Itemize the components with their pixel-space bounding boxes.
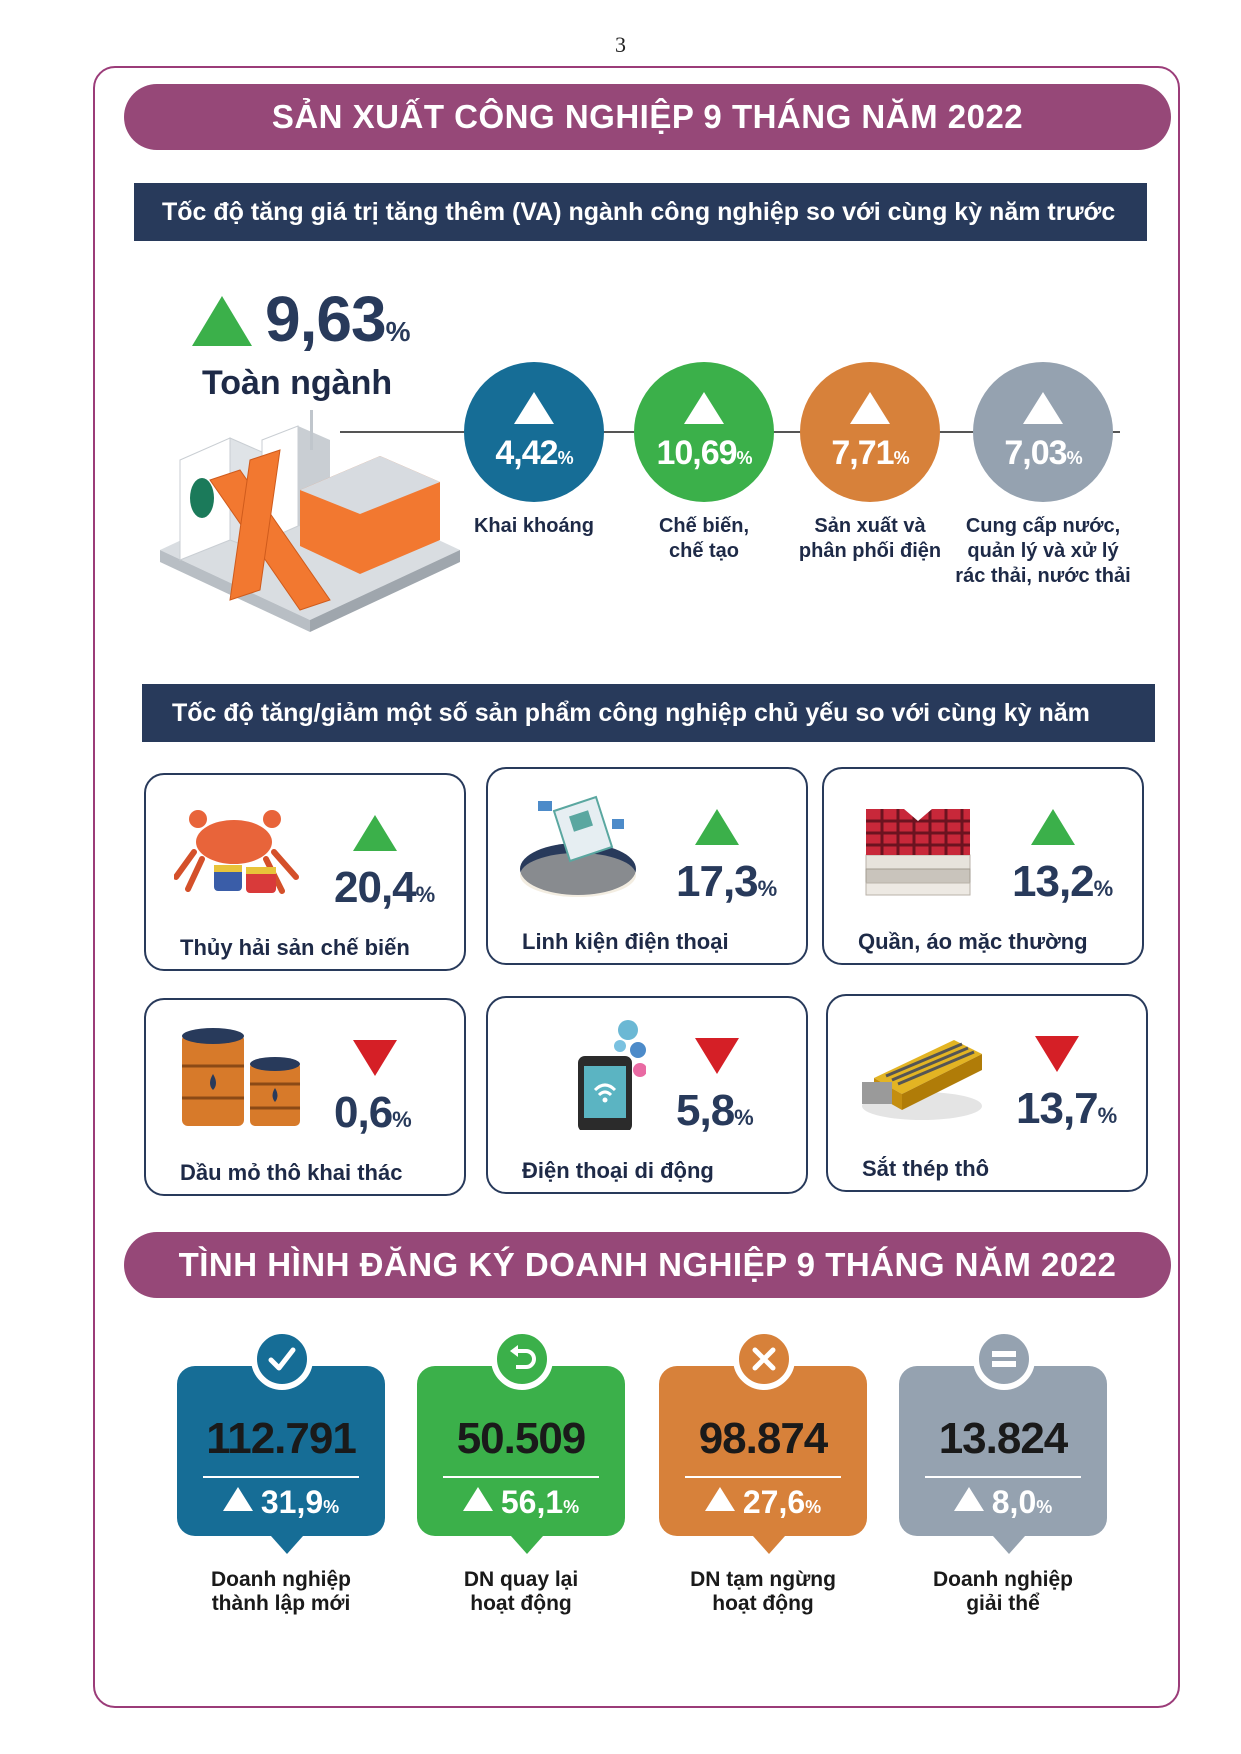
sector-label: Chế biến, chế tạo — [658, 515, 749, 562]
divider — [925, 1476, 1081, 1478]
box-pointer — [753, 1536, 785, 1554]
total-label: Toàn ngành — [202, 364, 393, 402]
product-card-clothes: 13,2% Quần, áo mặc thường — [822, 767, 1144, 965]
x-icon — [733, 1328, 795, 1390]
down-arrow-icon — [695, 1038, 739, 1074]
up-arrow-icon — [462, 1487, 493, 1511]
sector-circle: 4,42% — [464, 362, 604, 502]
product-label: Quần, áo mặc thường — [858, 929, 1088, 954]
enterprise-box: 50.509 56,1% — [417, 1328, 625, 1554]
sector-label: Cung cấp nước, quản lý và xử lý rác thải… — [955, 515, 1131, 587]
page-number: 3 — [615, 32, 626, 57]
enterprise-label: Doanh nghiệp giải thể — [933, 1568, 1073, 1615]
smartphone-icon — [578, 1020, 646, 1130]
enterprise-label: DN tạm ngừng hoạt động — [690, 1568, 836, 1615]
down-arrow-icon — [353, 1040, 397, 1076]
enterprise-box: 13.824 8,0% — [899, 1328, 1107, 1554]
enterprise-change: 56,1% — [417, 1484, 625, 1521]
va-subheader: Tốc độ tăng giá trị tăng thêm (VA) ngành… — [134, 183, 1147, 241]
product-value: 20,4% — [334, 863, 435, 912]
enterprise-change: 27,6% — [659, 1484, 867, 1521]
divider — [685, 1476, 841, 1478]
enterprise-label: Doanh nghiệp thành lập mới — [211, 1568, 351, 1615]
equals-icon — [973, 1328, 1035, 1390]
sector-value: 7,71% — [831, 433, 909, 472]
total-growth-value: 9,63% — [265, 283, 410, 355]
total-up-arrow-icon — [192, 296, 252, 346]
product-value: 13,7% — [1016, 1084, 1117, 1133]
enterprise-number: 112.791 — [206, 1414, 357, 1463]
product-card-seafood: 20,4% Thủy hải sản chế biến — [144, 773, 466, 971]
up-arrow-icon — [1031, 809, 1075, 845]
box-pointer — [271, 1536, 303, 1554]
enterprise-number: 13.824 — [938, 1414, 1069, 1463]
enterprise-new: 112.791 31,9% Doanh nghiệp thành lập mới — [177, 1328, 385, 1616]
seafood-icon — [174, 810, 299, 894]
product-card-mobile-phone: 5,8% Điện thoại di động — [486, 996, 808, 1194]
sector-value: 10,69% — [656, 433, 752, 472]
enterprise-number: 98.874 — [698, 1414, 829, 1463]
up-arrow-icon — [704, 1487, 735, 1511]
enterprise-returned: 50.509 56,1% DN quay lại hoạt động — [417, 1328, 625, 1616]
product-card-crude-oil: 0,6% Dầu mỏ thô khai thác — [144, 998, 466, 1196]
sector-water-waste: 7,03% Cung cấp nước, quản lý và xử lý rá… — [955, 362, 1131, 589]
sector-circle: 7,03% — [973, 362, 1113, 502]
down-arrow-icon — [1035, 1036, 1079, 1072]
up-arrow-icon — [953, 1487, 984, 1511]
enterprise-dissolved: 13.824 8,0% Doanh nghiệp giải thể — [899, 1328, 1107, 1616]
divider — [203, 1476, 359, 1478]
product-label: Điện thoại di động — [522, 1158, 714, 1183]
steel-icon — [862, 1040, 982, 1120]
up-arrow-icon — [514, 391, 554, 424]
return-arrow-icon — [491, 1328, 553, 1390]
enterprise-change: 8,0% — [899, 1484, 1107, 1521]
sector-value: 7,03% — [1004, 433, 1082, 472]
sector-value: 4,42% — [495, 433, 573, 472]
enterprise-banner: TÌNH HÌNH ĐĂNG KÝ DOANH NGHIỆP 9 THÁNG N… — [124, 1232, 1171, 1298]
up-arrow-icon — [353, 815, 397, 851]
content-frame — [93, 66, 1180, 1708]
product-label: Sắt thép thô — [862, 1156, 990, 1181]
enterprise-change: 31,9% — [177, 1484, 385, 1521]
clothes-icon — [865, 809, 971, 896]
box-pointer — [993, 1536, 1025, 1554]
sector-circle: 10,69% — [634, 362, 774, 502]
sector-label: Sản xuất và phân phối điện — [798, 515, 942, 562]
up-arrow-icon — [684, 391, 724, 424]
box-pointer — [511, 1536, 543, 1554]
up-arrow-icon — [222, 1487, 253, 1511]
up-arrow-icon — [1023, 391, 1063, 424]
product-card-phone-components: 17,3% Linh kiện điện thoại — [486, 767, 808, 965]
product-card-crude-steel: 13,7% Sắt thép thô — [826, 994, 1148, 1192]
up-arrow-icon — [850, 391, 890, 424]
product-label: Thủy hải sản chế biến — [180, 935, 410, 960]
sector-label: Khai khoáng — [473, 515, 594, 537]
phone-components-icon — [520, 795, 636, 897]
enterprise-box: 112.791 31,9% — [177, 1328, 385, 1554]
up-arrow-icon — [695, 809, 739, 845]
product-label: Linh kiện điện thoại — [522, 929, 729, 954]
product-value: 17,3% — [676, 857, 777, 906]
sector-electricity: 7,71% Sản xuất và phân phối điện — [799, 362, 941, 564]
checkmark-icon — [251, 1328, 313, 1390]
products-subheader: Tốc độ tăng/giảm một số sản phẩm công ng… — [142, 684, 1155, 785]
enterprise-suspended: 98.874 27,6% DN tạm ngừng hoạt động — [659, 1328, 867, 1616]
divider — [443, 1476, 599, 1478]
product-value: 0,6% — [334, 1088, 412, 1137]
enterprise-label: DN quay lại hoạt động — [463, 1568, 579, 1615]
enterprise-number: 50.509 — [456, 1414, 587, 1463]
industry-banner: SẢN XUẤT CÔNG NGHIỆP 9 THÁNG NĂM 2022 — [124, 84, 1171, 150]
enterprise-box: 98.874 27,6% — [659, 1328, 867, 1554]
sector-manufacturing: 10,69% Chế biến, chế tạo — [634, 362, 774, 564]
product-label: Dầu mỏ thô khai thác — [180, 1160, 403, 1185]
sector-circle: 7,71% — [800, 362, 940, 502]
product-value: 13,2% — [1012, 857, 1113, 906]
oil-barrel-icon — [182, 1028, 300, 1126]
product-value: 5,8% — [676, 1086, 754, 1135]
factory-icon — [160, 410, 460, 632]
sector-mining: 4,42% Khai khoáng — [464, 362, 604, 539]
